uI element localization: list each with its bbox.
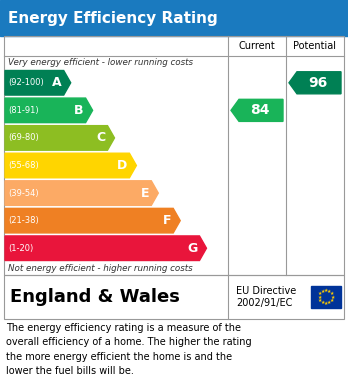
Text: (92-100): (92-100)	[8, 78, 44, 87]
Text: 96: 96	[308, 76, 327, 90]
Polygon shape	[5, 98, 93, 123]
Text: ★: ★	[317, 294, 322, 300]
Text: EU Directive: EU Directive	[236, 286, 296, 296]
Polygon shape	[5, 208, 180, 233]
Text: G: G	[187, 242, 197, 255]
Text: C: C	[96, 131, 105, 144]
Text: E: E	[141, 187, 149, 199]
Text: ★: ★	[321, 289, 325, 294]
Text: D: D	[117, 159, 127, 172]
Text: (69-80): (69-80)	[8, 133, 39, 142]
Text: 2002/91/EC: 2002/91/EC	[236, 298, 292, 308]
Text: (55-68): (55-68)	[8, 161, 39, 170]
Text: Very energy efficient - lower running costs: Very energy efficient - lower running co…	[8, 58, 193, 67]
Text: Potential: Potential	[293, 41, 337, 51]
Text: ★: ★	[327, 300, 331, 305]
Bar	[4, 275, 344, 319]
Polygon shape	[289, 72, 341, 94]
Text: B: B	[74, 104, 84, 117]
Text: ★: ★	[330, 291, 334, 296]
Text: A: A	[52, 76, 62, 89]
Bar	[4, 36, 344, 275]
Text: Energy Efficiency Rating: Energy Efficiency Rating	[8, 11, 218, 25]
Text: ★: ★	[330, 298, 334, 303]
Text: (81-91): (81-91)	[8, 106, 39, 115]
Polygon shape	[5, 181, 158, 205]
Text: The energy efficiency rating is a measure of the
overall efficiency of a home. T: The energy efficiency rating is a measur…	[6, 323, 252, 376]
Text: ★: ★	[324, 288, 328, 293]
Text: ★: ★	[324, 301, 328, 306]
Text: ★: ★	[318, 298, 323, 303]
Text: 84: 84	[250, 103, 270, 117]
Bar	[0, 0, 348, 36]
Text: ★: ★	[327, 289, 331, 294]
Bar	[311, 286, 341, 308]
Text: ★: ★	[330, 294, 335, 300]
Text: ★: ★	[321, 300, 325, 305]
Polygon shape	[5, 153, 136, 178]
Text: (39-54): (39-54)	[8, 188, 39, 197]
Text: (21-38): (21-38)	[8, 216, 39, 225]
Text: Not energy efficient - higher running costs: Not energy efficient - higher running co…	[8, 264, 193, 273]
Text: F: F	[163, 214, 171, 227]
Polygon shape	[231, 99, 283, 121]
Polygon shape	[5, 236, 206, 260]
Text: (1-20): (1-20)	[8, 244, 33, 253]
Polygon shape	[5, 70, 71, 95]
Text: Current: Current	[239, 41, 275, 51]
Text: ★: ★	[318, 291, 323, 296]
Text: England & Wales: England & Wales	[10, 288, 180, 306]
Polygon shape	[5, 126, 114, 150]
